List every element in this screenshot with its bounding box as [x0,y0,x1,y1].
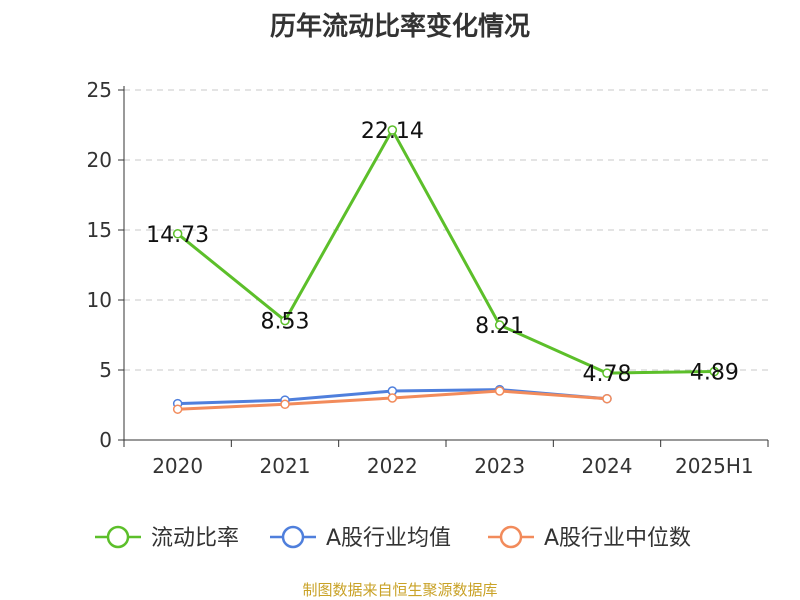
legend-marker-icon [281,525,305,549]
data-point [280,399,290,410]
x-tick-label: 2023 [474,454,525,478]
x-tick-label: 2021 [260,454,311,478]
source-note: 制图数据来自恒生聚源数据库 [302,581,498,599]
y-tick-label: 5 [99,358,112,382]
legend-marker-icon [499,525,523,549]
legend-label: A股行业中位数 [544,526,691,551]
x-tick-label: 2022 [367,454,418,478]
data-label: 8.53 [261,310,310,335]
y-tick-label: 15 [87,218,112,242]
x-tick-label: 2024 [582,454,633,478]
data-label: 4.78 [583,362,632,387]
legend-label: A股行业均值 [326,526,451,551]
chart-title: 历年流动比率变化情况 [269,12,530,42]
data-label: 22.14 [361,119,424,144]
axes: 0 5 10 15 20 25 2020 2021 2022 2023 2024 2025H1 [87,78,769,478]
data-point [172,229,183,239]
y-tick-label: 10 [87,288,112,312]
x-tick-label: 2025H1 [675,454,754,478]
data-point [280,315,290,326]
data-label: 8.21 [475,314,524,339]
series-line [176,128,715,375]
y-tick-label: 25 [87,78,112,102]
data-labels: 14.73 8.53 22.14 8.21 4.78 4.89 [146,119,739,387]
data-point [602,393,612,404]
y-tick-label: 20 [87,148,112,172]
data-point [172,404,183,414]
series-lines [172,125,720,414]
legend-label: 流动比率 [151,526,239,551]
data-point [494,320,505,330]
data-label: 14.73 [146,223,209,248]
legend: 流动比率 A股行业均值 A股行业中位数 [95,525,691,551]
data-point [494,386,505,396]
data-point [709,366,720,377]
data-point [387,393,398,403]
y-tick-label: 0 [99,428,112,452]
data-point [387,125,398,135]
data-point [602,368,612,378]
legend-marker-icon [106,525,130,549]
x-tick-label: 2020 [152,454,203,478]
data-label: 4.89 [690,361,739,386]
